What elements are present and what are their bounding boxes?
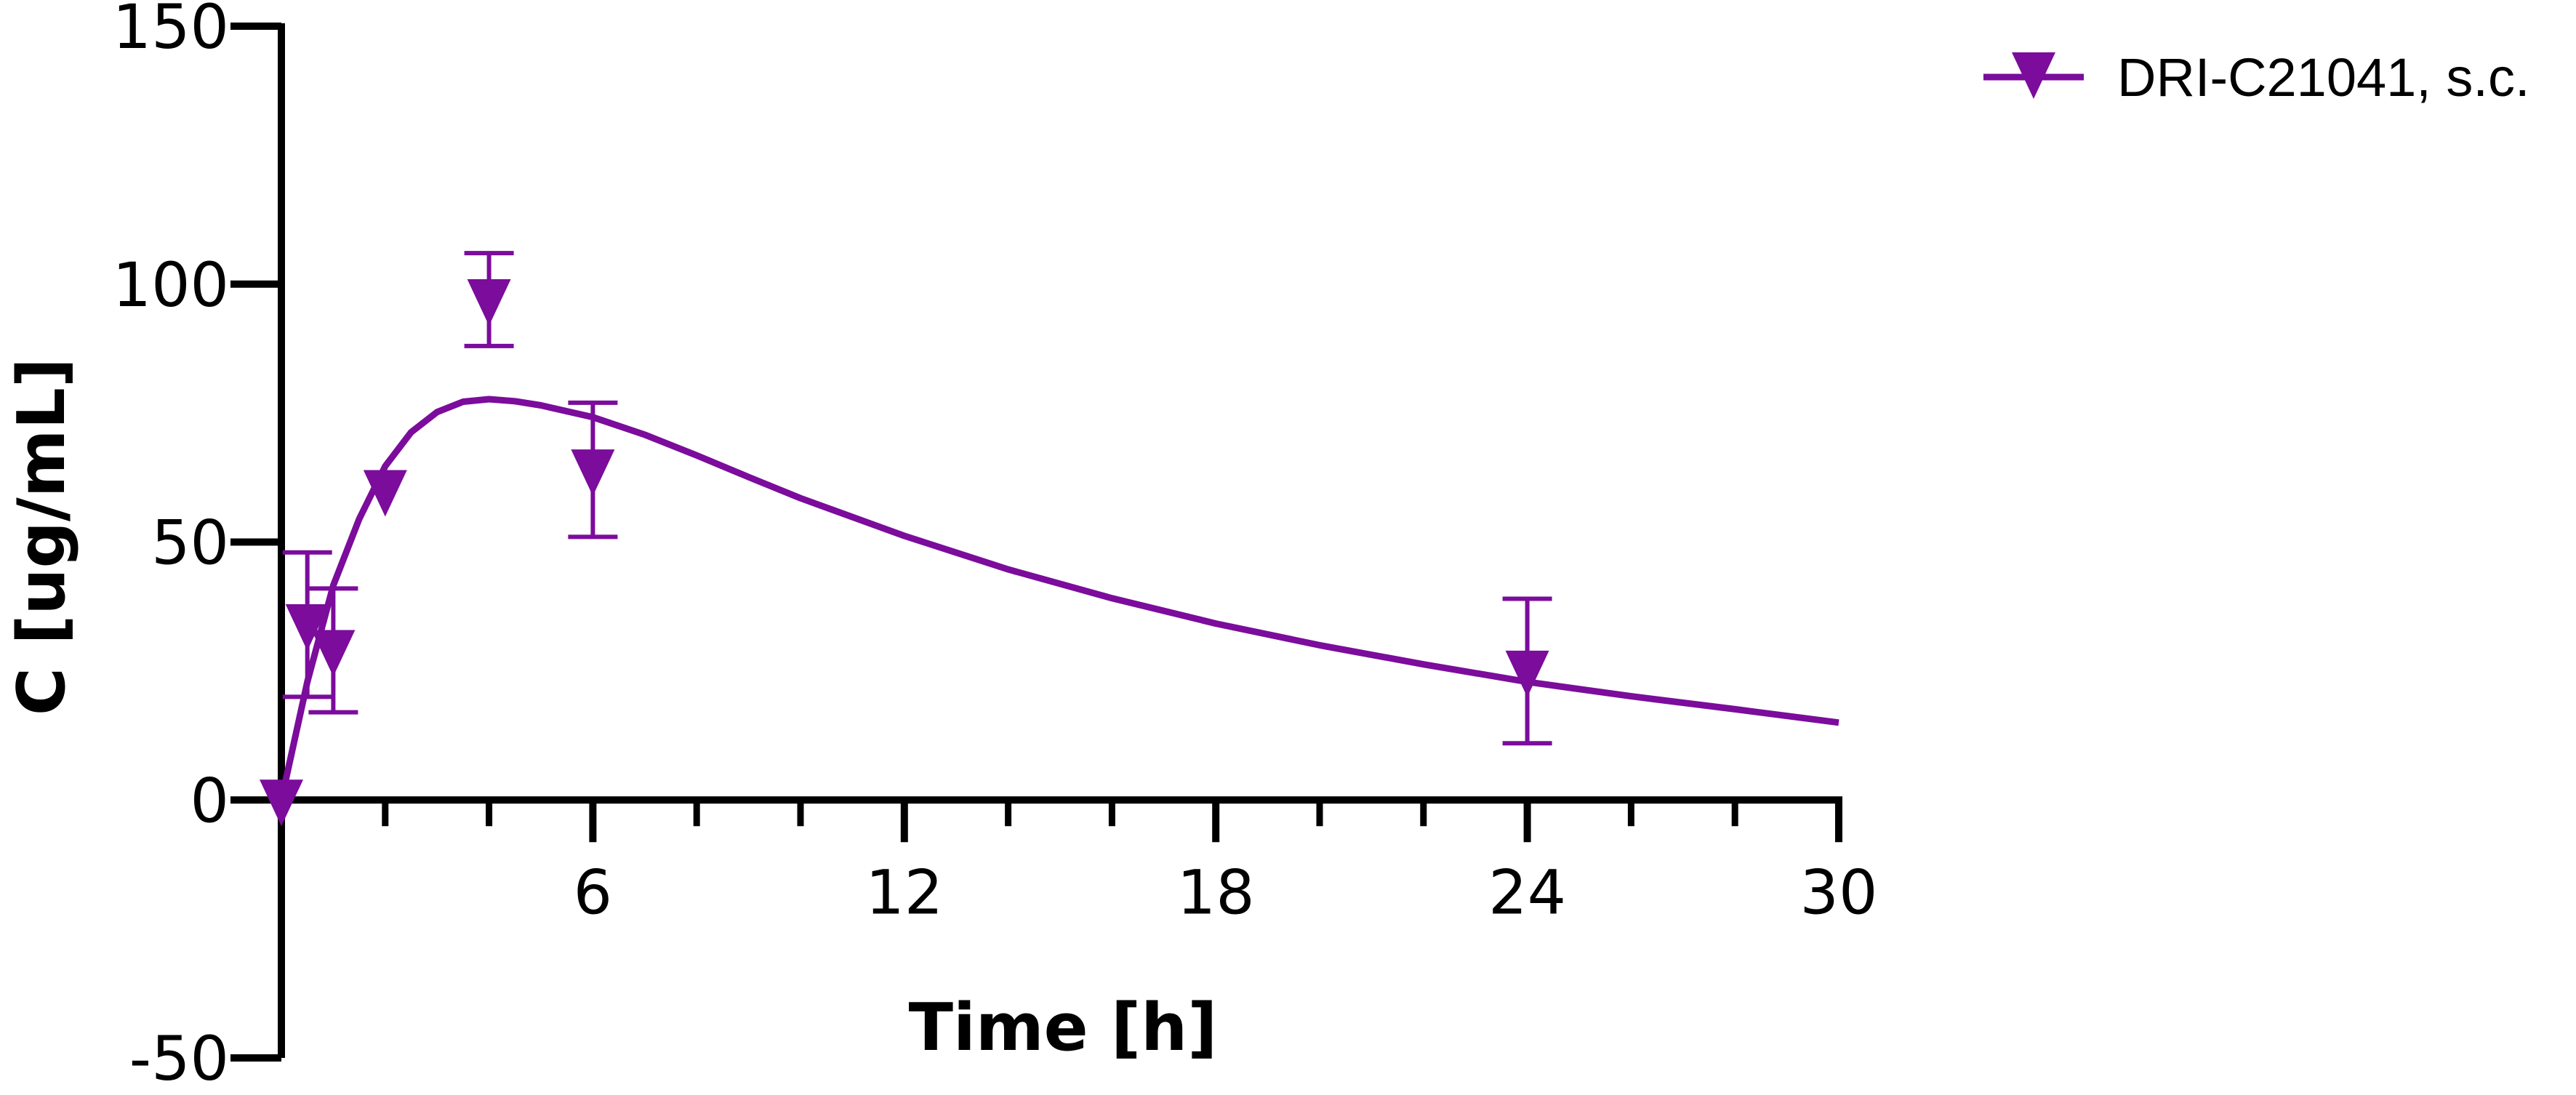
x-tick-label: 30 <box>1800 857 1878 928</box>
data-point-marker <box>285 604 329 651</box>
data-point-marker <box>571 449 615 497</box>
data-points-group <box>260 251 1552 827</box>
axes: -50 0 50 100 150 6 12 18 24 30 <box>113 0 1878 1094</box>
legend: DRI-C21041, s.c. <box>1983 47 2530 108</box>
y-tick-label: -50 <box>129 1023 229 1094</box>
x-tick-label: 12 <box>865 857 943 928</box>
data-point-marker <box>1505 650 1549 697</box>
x-tick-label: 18 <box>1177 857 1255 928</box>
y-tick-label: 150 <box>113 0 229 63</box>
x-tick-label: 24 <box>1488 857 1566 928</box>
data-point-marker <box>260 779 303 827</box>
x-axis-title: Time [h] <box>909 990 1218 1066</box>
legend-label: DRI-C21041, s.c. <box>2117 47 2530 108</box>
y-tick-label: 50 <box>151 508 229 579</box>
data-point-marker <box>467 279 511 326</box>
legend-marker-icon <box>2012 52 2055 99</box>
fit-curve-group <box>278 396 1839 801</box>
fit-curve-line <box>278 396 1839 801</box>
data-point-marker <box>311 630 356 677</box>
data-point-marker <box>363 470 407 517</box>
y-axis-title: C [ug/mL] <box>4 358 80 715</box>
y-tick-label: 0 <box>190 765 229 836</box>
y-tick-label: 100 <box>113 249 229 321</box>
x-tick-label: 6 <box>574 857 612 928</box>
